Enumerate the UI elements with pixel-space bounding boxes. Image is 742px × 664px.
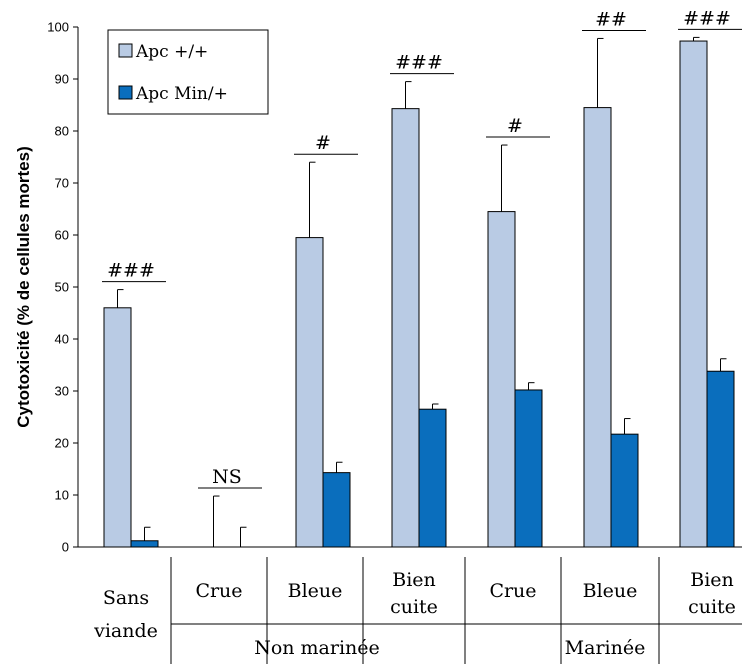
y-tick-label: 100 (47, 20, 69, 35)
category-table: Sans viande Crue Bleue Bien cuite Crue Bleue Bie… (93, 557, 742, 664)
bar-apc-min (706, 370, 735, 548)
y-tick-label: 40 (55, 332, 69, 347)
group-label-non-marinee: Non marinée (254, 637, 380, 659)
y-tick-label: 60 (55, 228, 69, 243)
y-tick-label: 0 (62, 540, 69, 555)
significance-label: NS (212, 466, 242, 488)
bar-apc-wt (679, 40, 708, 548)
y-tick-label: 90 (55, 72, 69, 87)
y-tick-label: 30 (55, 384, 69, 399)
bar-apc-min (322, 472, 351, 548)
bar-apc-wt (487, 211, 516, 548)
error-bars (117, 36, 727, 547)
significance-label: ### (683, 7, 731, 29)
significance-label: ## (595, 8, 627, 30)
bar-apc-wt (295, 237, 324, 548)
category-label: Crue (489, 580, 536, 602)
significance-label: # (507, 115, 523, 137)
group-label-marinee: Marinée (565, 637, 646, 659)
legend-label: Apc Min/+ (135, 84, 228, 104)
significance-markers: ###NS####### ### (102, 7, 742, 489)
y-axis-label: Cytotoxicité (% de cellules mortes) (14, 146, 33, 428)
legend: Apc +/+ Apc Min/+ (107, 29, 269, 115)
significance-label: ### (107, 260, 155, 282)
category-label: Bien (392, 569, 436, 591)
significance-label: ### (395, 52, 443, 74)
bar-apc-wt (103, 307, 132, 548)
category-label: Sans (103, 587, 149, 609)
category-label: viande (93, 620, 158, 642)
bar-apc-min (610, 433, 639, 548)
bar-apc-min (130, 540, 159, 548)
category-label: Crue (195, 580, 242, 602)
bar-apc-wt (583, 107, 612, 548)
bar-apc-min (514, 389, 543, 548)
legend-label: Apc +/+ (135, 42, 208, 62)
legend-swatch (118, 85, 133, 100)
category-label: Bleue (288, 580, 343, 602)
category-label: cuite (688, 596, 736, 618)
bar-apc-wt (391, 108, 420, 548)
significance-label: # (315, 132, 331, 154)
y-tick-label: 20 (55, 436, 69, 451)
bars (103, 40, 735, 548)
legend-box (107, 29, 269, 115)
bar-apc-min (418, 408, 447, 548)
legend-swatch (118, 43, 133, 58)
category-label: cuite (390, 596, 438, 618)
y-tick-label: 10 (55, 488, 69, 503)
category-label: Bleue (583, 580, 638, 602)
y-tick-label: 50 (55, 280, 69, 295)
y-tick-label: 80 (55, 124, 69, 139)
category-label: Bien (690, 569, 734, 591)
y-tick-label: 70 (55, 176, 69, 191)
